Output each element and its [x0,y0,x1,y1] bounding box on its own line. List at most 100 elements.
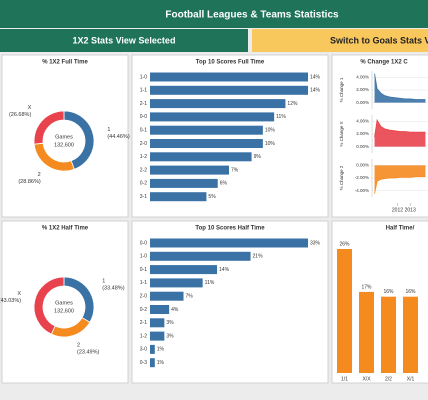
bar-category: 2-0 [140,294,147,300]
bar [150,278,203,288]
y-tick-label: 0.00% [356,144,369,149]
area-line [374,73,426,100]
x-tick-label: 2013 [405,207,416,213]
bar-label: 14% [310,74,321,80]
slice-label: (26.68%) [9,112,31,118]
bar-category: X/1 [407,376,415,382]
slice-category: 1 [102,279,105,285]
slice-label: (23.49%) [77,349,99,355]
bar [150,238,308,248]
donut-slice [33,276,65,335]
bar-label: 11% [276,114,286,120]
y-tick-label: -4.00% [355,188,369,193]
panel-title: Top 10 Scores Half Time [195,226,265,232]
bar-category: X/X [362,376,371,382]
bar-label: 14% [219,267,230,273]
bar-category: 0-3 [140,360,147,366]
view-button-label[interactable]: 1X2 Stats View Selected [73,35,176,45]
slice-label: (43.03%) [0,298,21,304]
bar-label: 16% [383,289,394,295]
area-line [374,176,426,194]
bar-label: 14% [310,88,321,94]
bar-label: 17% [361,284,372,290]
bar [150,318,165,328]
bar-category: 2-1 [140,101,147,107]
panel [131,54,329,218]
bar-label: 21% [253,254,264,260]
bar-category: 0-2 [140,307,147,313]
bar [150,192,207,202]
bar-category: 1-1 [140,280,147,286]
bar-category: 1-0 [140,254,147,260]
bar-category: 2-0 [140,141,147,147]
y-tick-label: 2.00% [356,131,369,136]
y-axis-title: % Change X [339,121,344,146]
bar [359,291,374,373]
bar-label: 7% [231,167,239,173]
area-fill [374,120,426,147]
bar-label: 16% [405,289,416,295]
bar [150,112,275,122]
y-axis-title: % Change 2 [339,165,344,190]
center-label: Games [55,134,73,140]
bar [150,305,170,314]
bar-category: 3-0 [140,347,147,353]
panel-title: % 1X2 Full Time [42,60,88,66]
bar [150,178,218,188]
bar [150,344,155,354]
bar-label: 5% [208,194,216,200]
bar-label: 3% [166,320,174,326]
panel-title: % 1X2 Half Time [42,226,89,232]
view-button[interactable] [0,29,248,52]
donut-slice [33,110,65,145]
y-tick-label: 4.00% [356,119,369,124]
slice-label: (33.48%) [102,286,124,292]
bar-label: 10% [265,128,276,134]
bar-category: 2/2 [385,376,392,382]
bar [403,296,418,373]
bar [150,139,263,148]
bar-label: 7% [186,294,194,300]
slice-category: 1 [107,127,110,133]
bar [381,296,396,373]
center-label: Games [55,300,73,306]
bar-label: 1% [157,347,165,353]
header-bar [0,0,428,28]
y-tick-label: 0.00% [356,163,369,168]
bar-category: 1-2 [140,154,147,160]
bar-category: 2-1 [140,320,147,326]
bar [337,249,352,373]
bar [150,125,263,135]
bar [150,72,308,82]
panel [1,54,129,218]
y-tick-label: -2.00% [355,175,369,180]
bar-category: 3-1 [140,194,147,200]
bar-label: 3% [166,333,174,339]
bar [150,251,251,261]
center-value: 132,600 [54,308,74,314]
slice-category: X [17,291,21,297]
bar-label: 4% [171,307,179,313]
bar-label: 1% [157,360,165,366]
y-tick-label: 2.00% [356,87,369,92]
x-tick-label: 2012 [392,207,403,213]
bar [150,265,218,275]
panel [131,220,329,384]
slice-category: 2 [38,172,41,178]
bar [150,331,165,341]
header-title: Football Leagues & Teams Statistics [165,10,339,21]
bar [150,99,286,109]
bar-label: 12% [287,101,298,107]
bar-category: 0-1 [140,267,147,273]
bar-category: 1-1 [140,88,147,94]
slice-category: 2 [77,342,80,348]
bar-category: 0-0 [140,114,147,120]
panel-title: Top 10 Scores Full Time [196,60,265,66]
bar [150,358,155,368]
switch-button-label[interactable]: Switch to Goals Stats V [330,35,428,45]
center-value: 132,600 [54,142,74,148]
bar-label: 10% [265,141,276,147]
bar [150,291,184,301]
switch-button[interactable] [252,29,428,52]
